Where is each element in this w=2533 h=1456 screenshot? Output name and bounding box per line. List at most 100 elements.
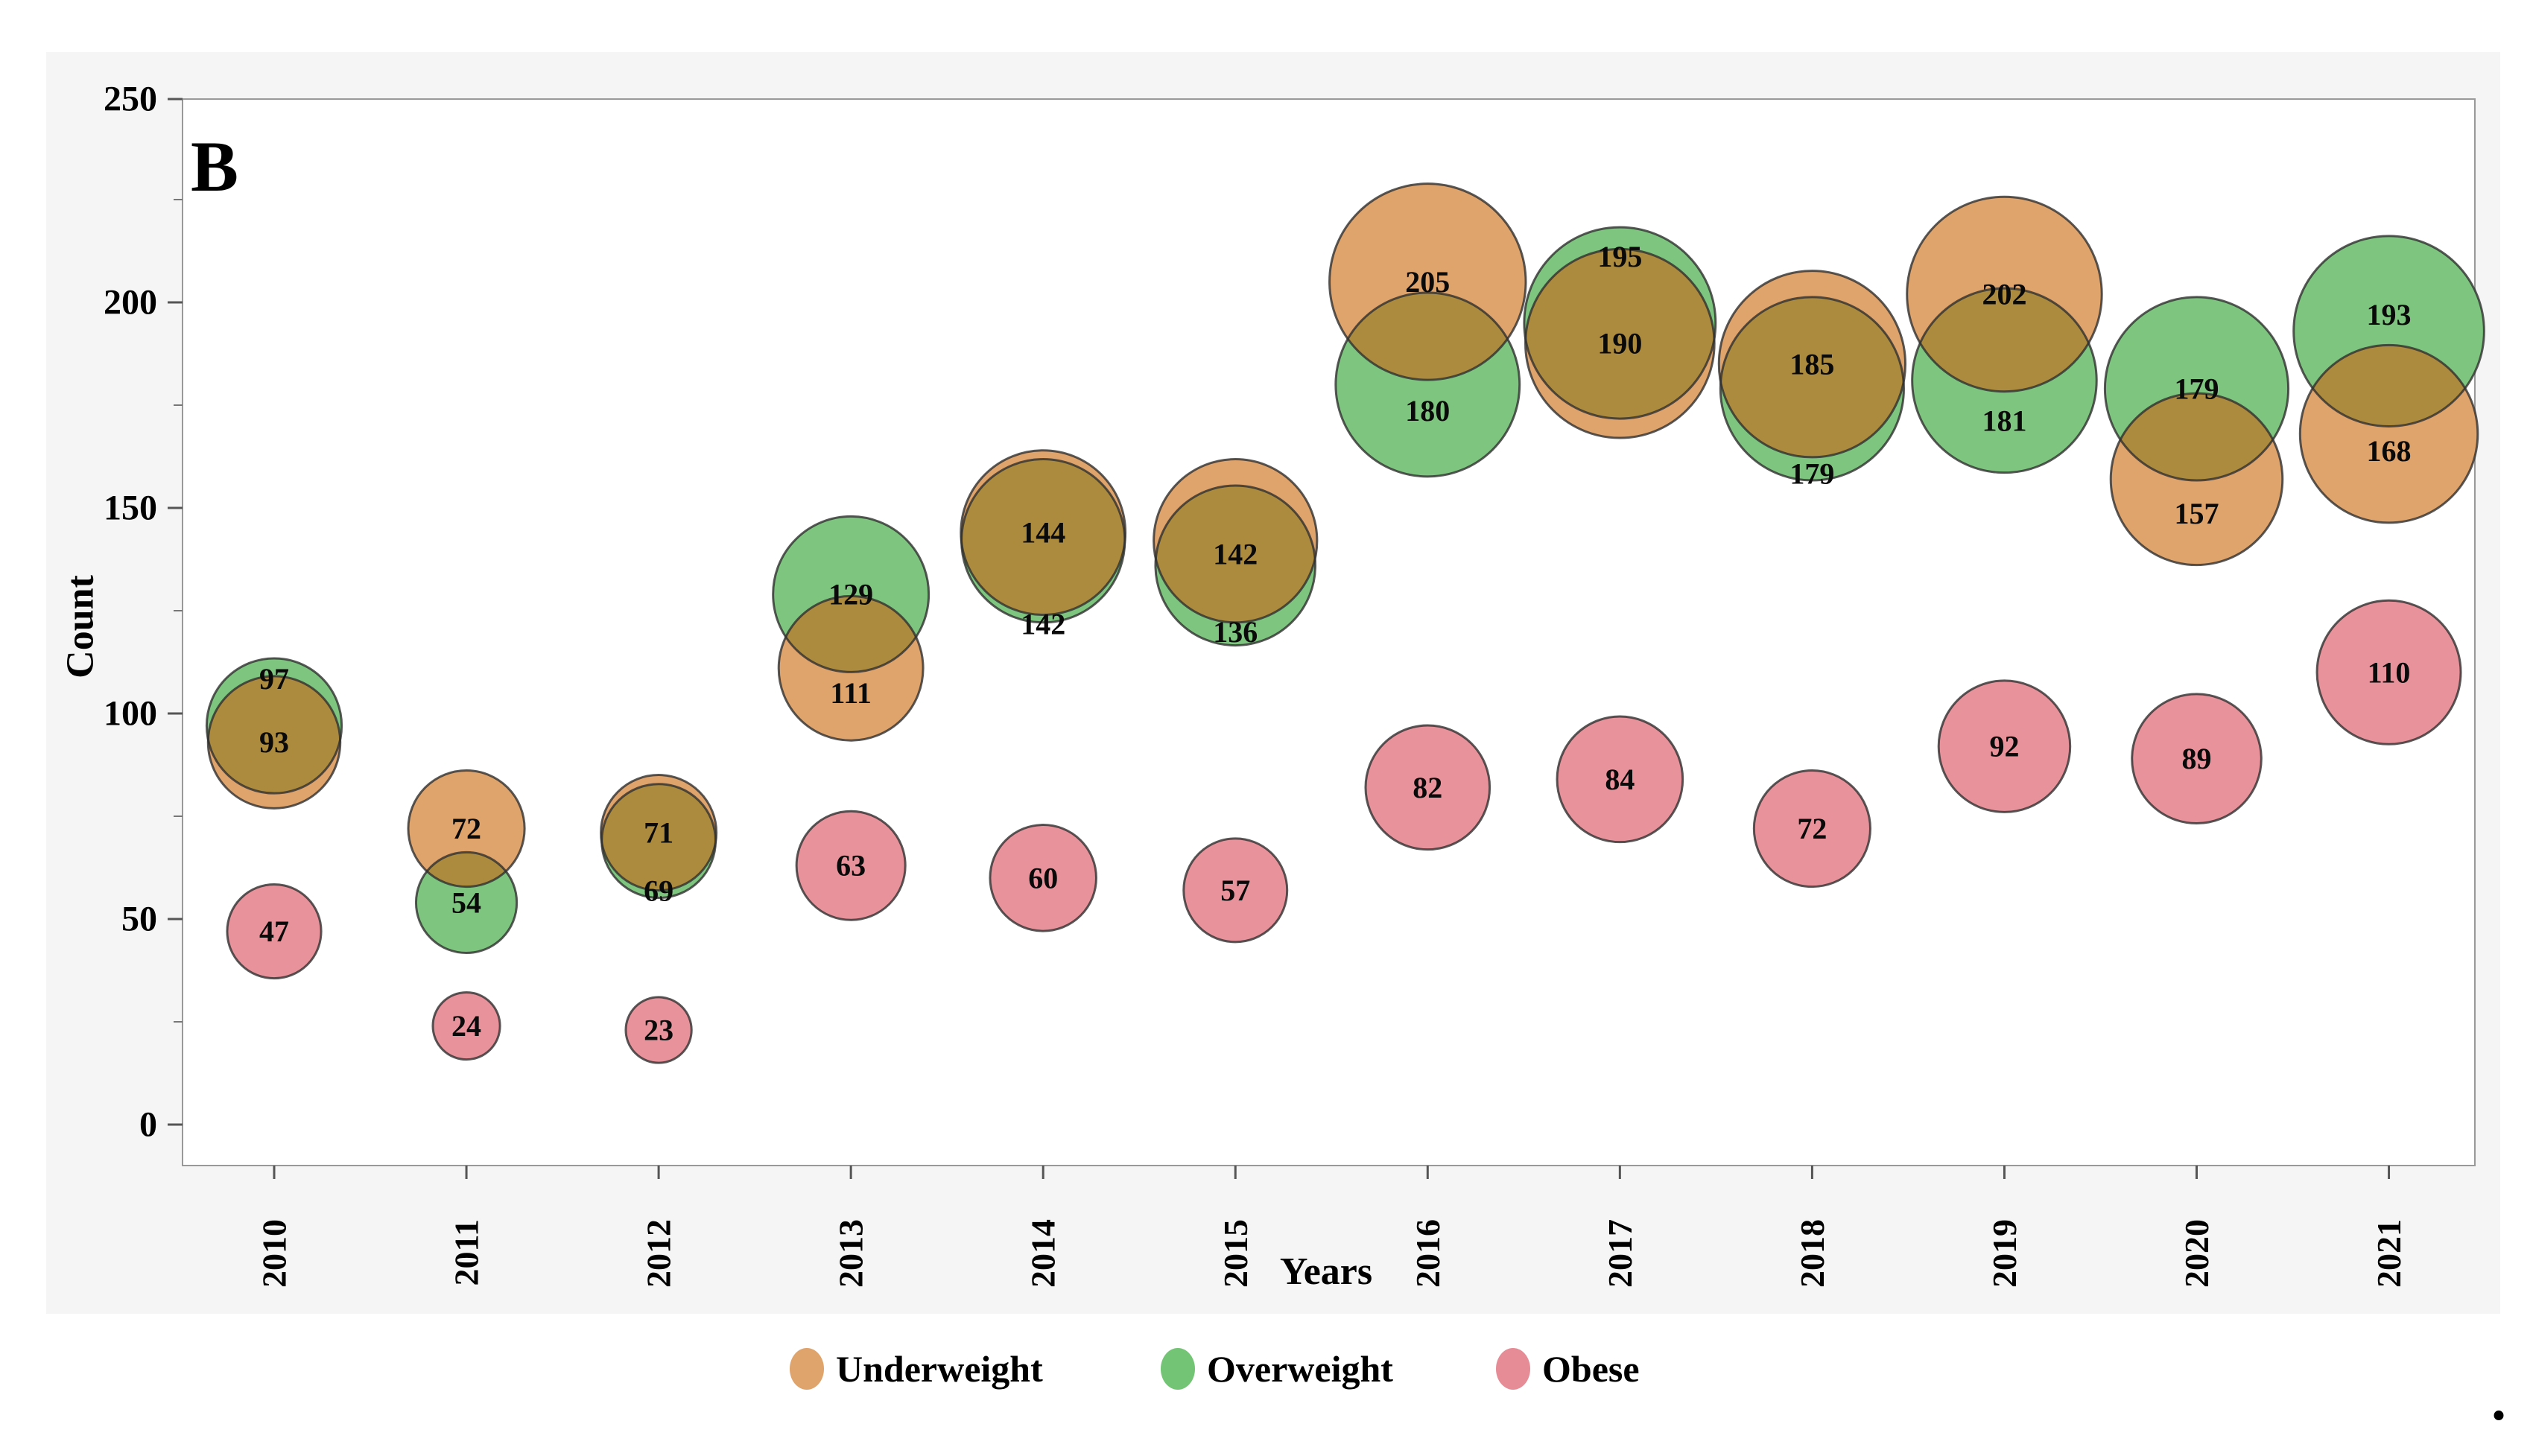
bubble-2015-underweight-outline	[1153, 458, 1319, 624]
x-tick-label: 2015	[1217, 1219, 1255, 1288]
bubble-label-2020-underweight: 157	[2175, 497, 2219, 530]
trailing-period: .	[2491, 1367, 2506, 1433]
bubble-2015-obese	[1182, 837, 1289, 944]
bubble-label-2015-underweight: 142	[1213, 538, 1258, 571]
chart-legend: Underweight Overweight Obese	[0, 1345, 2533, 1397]
legend-label: Underweight	[836, 1348, 1043, 1390]
bubble-2016-overlap	[1335, 292, 1520, 381]
bubble-label-2019-obese: 92	[1989, 730, 2019, 763]
legend-label: Overweight	[1207, 1348, 1393, 1390]
underweight-legend-dot-icon	[790, 1348, 824, 1390]
bubble-2021-underweight-outline	[2298, 343, 2479, 524]
y-axis-title: Count	[59, 575, 102, 678]
bubble-2021-obese	[2315, 599, 2462, 746]
bubble-2019-overweight-outline	[1911, 287, 2098, 474]
bubble-2013-obese	[795, 810, 907, 921]
plot-area	[182, 98, 2476, 1166]
bubble-label-2010-overweight: 97	[259, 662, 289, 696]
bubble-2020-overweight-outline	[2103, 296, 2290, 482]
bubble-label-2018-overweight: 179	[1789, 457, 1834, 490]
overweight-legend-dot-icon	[1161, 1348, 1195, 1390]
bubble-label-2012-underweight: 71	[644, 816, 673, 850]
bubble-2015-overlap	[1155, 485, 1316, 623]
bubble-2016-overweight-outline	[1334, 291, 1521, 478]
bubble-2016-underweight-outline	[1328, 182, 1527, 381]
bubble-2011-overweight-outline	[414, 851, 519, 955]
bubble-2011-underweight-outline	[407, 769, 526, 888]
bubble-label-2021-obese: 110	[2368, 655, 2411, 689]
bubble-2013-overlap	[779, 596, 924, 673]
bubble-2018-overweight-outline	[1719, 296, 1905, 482]
bubble-2015-overweight-outline	[1154, 484, 1317, 647]
legend-label: Obese	[1542, 1348, 1640, 1390]
bubble-label-2013-obese: 63	[836, 849, 866, 883]
bubble-label-2011-overweight: 54	[451, 886, 481, 919]
y-tick-label: 0	[139, 1105, 157, 1145]
bubble-2010-obese	[226, 883, 323, 980]
bubble-label-2012-overweight: 69	[644, 874, 673, 908]
x-tick-label: 2011	[448, 1219, 486, 1285]
bubble-label-2011-underweight: 72	[451, 812, 481, 845]
x-tick-label: 2014	[1024, 1219, 1062, 1288]
obese-legend-dot-icon	[1496, 1348, 1530, 1390]
bubble-label-2014-obese: 60	[1028, 861, 1058, 894]
x-tick-label: 2017	[1601, 1219, 1639, 1288]
bubble-label-2021-underweight: 168	[2367, 434, 2412, 468]
bubble-label-2014-overweight: 142	[1021, 608, 1065, 641]
bubble-2018-overlap	[1720, 296, 1904, 457]
bubble-label-2010-underweight: 93	[259, 725, 289, 759]
bubble-2021-overweight-outline	[2292, 235, 2485, 427]
bubble-2018-underweight-outline	[1717, 270, 1907, 459]
x-tick-label: 2013	[832, 1219, 870, 1288]
bubble-2011-obese	[431, 991, 501, 1061]
bubble-2021-overlap	[2300, 345, 2478, 427]
legend-item-underweight: Underweight	[790, 1345, 1043, 1393]
x-tick-label: 2019	[1985, 1219, 2023, 1288]
bubble-label-2011-obese: 24	[451, 1009, 481, 1043]
bubble-2017-obese	[1556, 715, 1684, 844]
y-tick-label: 100	[104, 694, 157, 734]
bubble-2013-overweight-outline	[772, 515, 931, 673]
bubble-label-2021-overweight: 193	[2367, 298, 2412, 331]
x-tick-label: 2018	[1793, 1219, 1831, 1288]
bubble-2016-obese	[1364, 724, 1491, 851]
bubble-label-2018-underweight: 185	[1789, 347, 1834, 381]
bubble-label-2020-overweight: 179	[2175, 372, 2219, 405]
bubble-label-2014-underweight: 144	[1021, 516, 1065, 550]
x-tick-label: 2016	[1409, 1219, 1447, 1288]
bubble-label-2017-underweight: 190	[1597, 327, 1642, 360]
bubble-label-2013-overweight: 129	[828, 577, 873, 611]
bubble-2020-overlap	[2111, 393, 2283, 481]
bubble-2017-overweight-outline	[1523, 226, 1717, 420]
bubble-label-2019-underweight: 202	[1982, 277, 2026, 311]
y-tick-label: 200	[104, 283, 157, 322]
bubble-label-2015-obese: 57	[1220, 874, 1250, 907]
legend-item-overweight: Overweight	[1161, 1345, 1393, 1393]
bubble-2014-obese	[989, 824, 1097, 932]
bubble-2014-underweight-outline	[960, 449, 1127, 617]
x-tick-label: 2020	[2178, 1219, 2216, 1288]
bubble-label-2016-underweight: 205	[1405, 265, 1450, 299]
bubble-2019-obese	[1937, 679, 2072, 813]
y-tick-label: 150	[104, 489, 157, 528]
bubble-label-2018-obese: 72	[1797, 812, 1827, 845]
bubble-2014-overlap	[961, 459, 1125, 615]
bubble-2019-overlap	[1912, 288, 2097, 392]
bubble-label-2012-obese: 23	[644, 1014, 673, 1047]
bubble-label-2020-obese: 89	[2182, 742, 2212, 775]
bubble-2020-obese	[2131, 693, 2263, 825]
bubble-label-2015-overweight: 136	[1213, 615, 1258, 649]
bubble-2010-underweight-outline	[206, 675, 342, 810]
bubble-2013-underweight-outline	[777, 594, 925, 742]
bubble-2020-underweight-outline	[2109, 392, 2284, 567]
y-tick-label: 250	[104, 80, 157, 119]
bubble-2018-obese	[1752, 769, 1871, 888]
bubble-2012-underweight-outline	[600, 774, 718, 892]
bubble-label-2016-obese: 82	[1413, 771, 1442, 804]
bubble-label-2013-underweight: 111	[830, 676, 872, 710]
panel-letter: B	[191, 127, 239, 206]
bubble-label-2010-obese: 47	[259, 915, 289, 948]
bubble-label-2019-overweight: 181	[1982, 404, 2026, 437]
